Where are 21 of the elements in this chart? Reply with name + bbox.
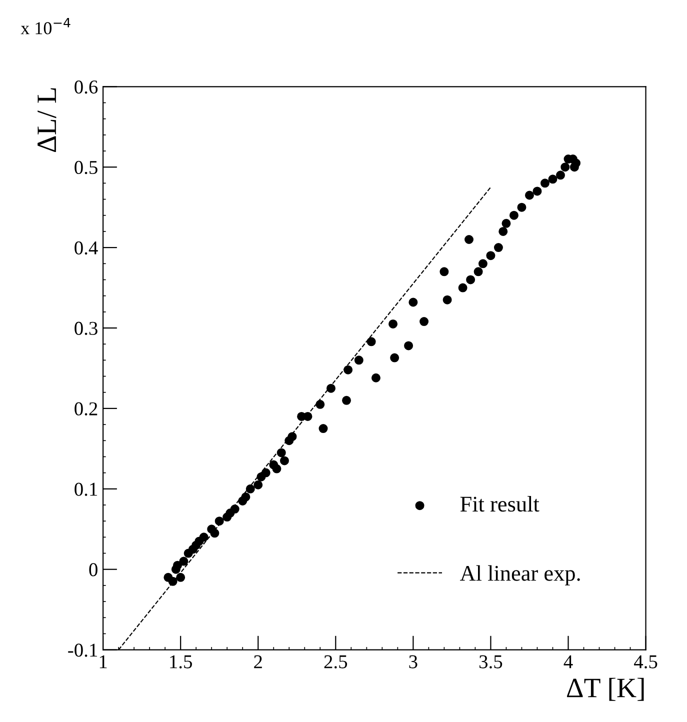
x-tick-label: 4.5 [634,655,658,668]
y-tick-label: 0.3 [74,322,98,336]
x-tick-label: 1 [100,655,107,668]
x-tick-label: 4 [564,655,573,668]
legend-label: Al linear exp. [460,565,580,586]
x-tick-label: 2.5 [324,655,348,668]
y-tick-label: 0.4 [74,241,98,255]
x-tick-label: 1.5 [170,655,192,668]
x-tick-label: 3.5 [479,655,502,668]
y-tick-label: 0.5 [74,160,98,174]
text: x 10$^{−4}$ [20,18,70,34]
y-tick-label: -0.1 [68,644,98,657]
x-tick-label: 3 [409,655,418,668]
x-tick-label: 2 [254,655,262,668]
legend-label: Fit result [460,496,540,512]
y-tick-label: 0.1 [74,482,98,496]
y-tick-label: 0 [89,563,98,576]
y-tick-label: 0.6 [74,80,98,94]
y-tick-label: 0.2 [74,402,98,416]
y-axis-title: ΔL/ L [38,88,56,152]
x-axis-title: ΔT [K] [566,678,644,701]
